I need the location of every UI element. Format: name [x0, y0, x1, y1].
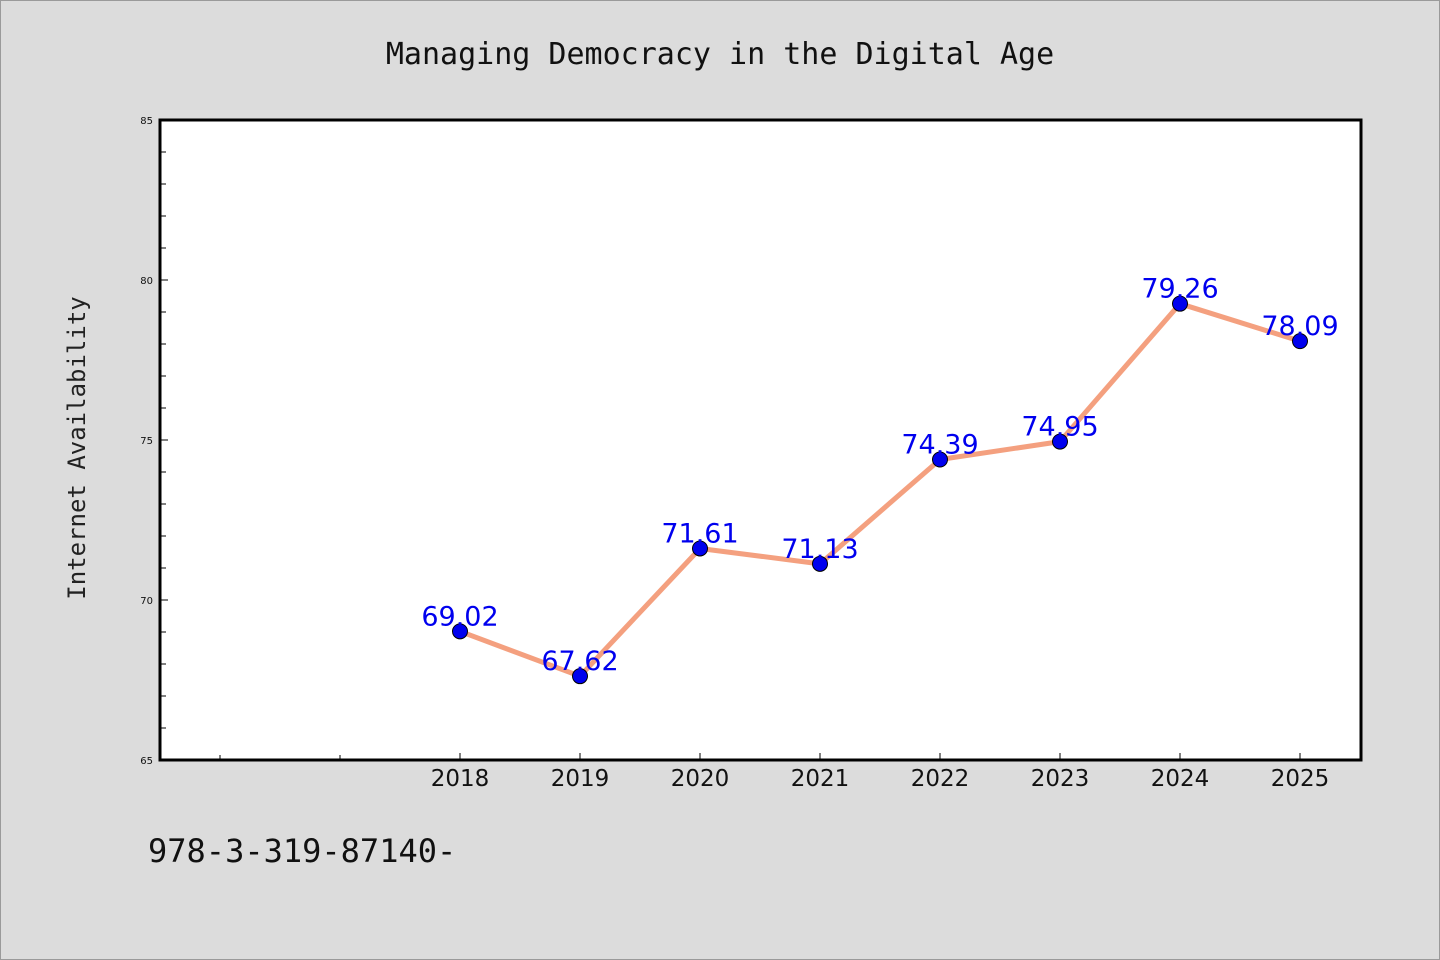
data-label: 74.95 — [1021, 412, 1098, 443]
axis-ticks: 65 70 75 80 85 2018 2019 2020 2021 2022 2023 2024 20… — [140, 116, 1329, 792]
x-tick-label: 2018 — [431, 766, 490, 792]
y-tick-label: 80 — [140, 276, 153, 287]
y-tick-label: 85 — [140, 116, 153, 127]
x-tick-label: 2019 — [551, 766, 610, 792]
data-label-layer: 69.02 67.62 71.61 71.13 74.39 74.95 79.26 78.09 — [421, 274, 1338, 677]
series-line — [457, 301, 1303, 679]
footer-code: 978-3-319-87140- — [148, 832, 457, 870]
data-point-layer — [452, 295, 1308, 685]
series-line-layer — [457, 301, 1303, 679]
data-label: 71.13 — [781, 534, 858, 565]
data-point — [452, 623, 468, 640]
data-label: 71.61 — [661, 518, 738, 549]
y-tick-label: 70 — [140, 596, 153, 607]
y-axis-label: Internet Availability — [63, 296, 91, 599]
data-point — [812, 555, 828, 572]
x-tick-label: 2020 — [671, 766, 730, 792]
x-tick-label: 2024 — [1151, 766, 1210, 792]
x-tick-label: 2021 — [791, 766, 850, 792]
data-point — [1172, 295, 1188, 312]
plot-frame — [158, 118, 1363, 762]
y-tick-label: 65 — [140, 756, 153, 767]
data-label: 78.09 — [1261, 311, 1338, 342]
x-tick-label: 2025 — [1271, 766, 1330, 792]
data-label: 79.26 — [1141, 274, 1218, 305]
data-point — [932, 451, 948, 468]
data-point — [572, 668, 588, 685]
data-point — [1052, 433, 1068, 450]
x-tick-label: 2022 — [911, 766, 970, 792]
data-label: 74.39 — [901, 430, 978, 461]
y-tick-label: 75 — [140, 436, 153, 447]
data-label: 67.62 — [541, 646, 618, 677]
x-tick-label: 2023 — [1031, 766, 1090, 792]
data-point — [692, 540, 708, 557]
chart-title: Managing Democracy in the Digital Age — [386, 37, 1054, 72]
data-point — [1292, 333, 1308, 350]
data-label: 69.02 — [421, 601, 498, 632]
plot-area — [160, 120, 1361, 760]
